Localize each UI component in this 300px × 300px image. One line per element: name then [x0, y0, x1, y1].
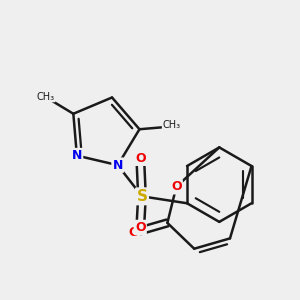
Text: O: O — [171, 180, 181, 193]
Text: O: O — [129, 226, 140, 239]
Text: N: N — [72, 149, 82, 162]
Text: O: O — [135, 221, 146, 234]
Text: CH₃: CH₃ — [37, 92, 55, 102]
Text: S: S — [136, 189, 148, 204]
Text: N: N — [112, 159, 123, 172]
Text: O: O — [135, 152, 146, 165]
Text: CH₃: CH₃ — [162, 120, 181, 130]
